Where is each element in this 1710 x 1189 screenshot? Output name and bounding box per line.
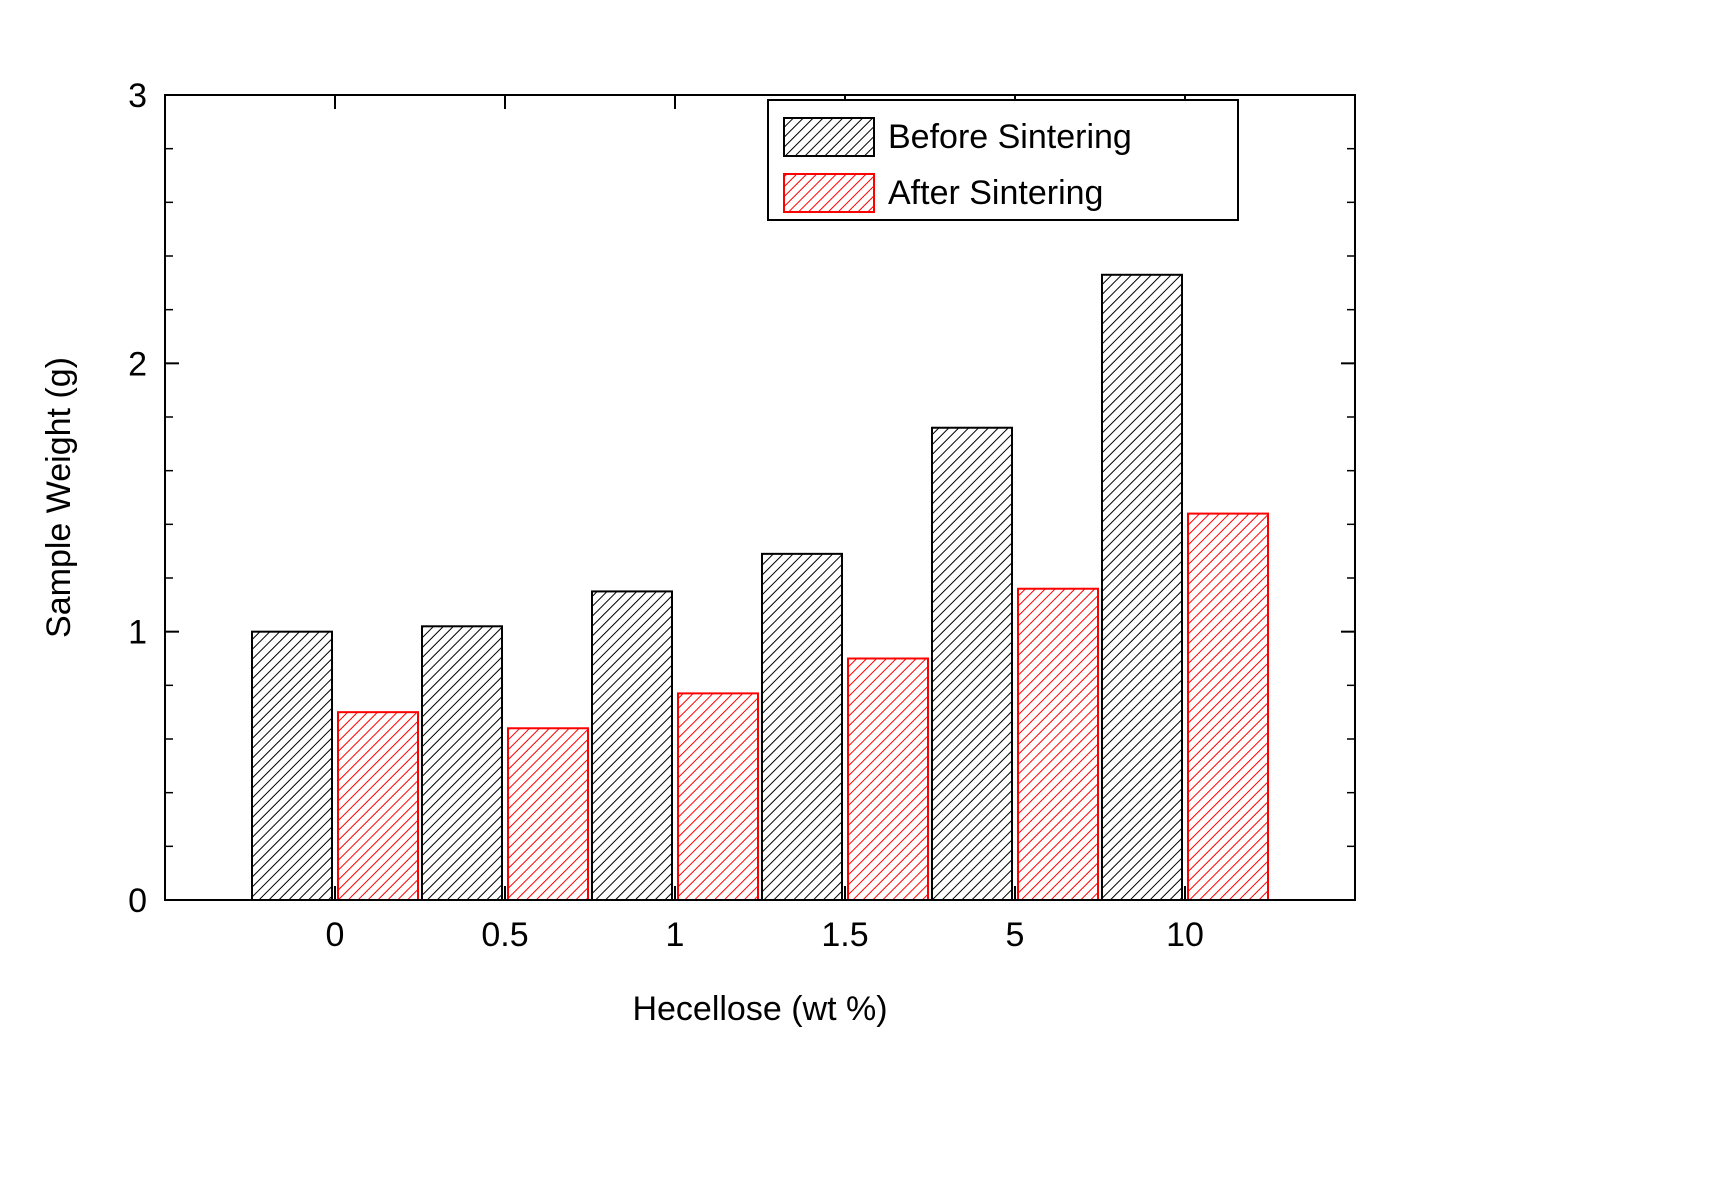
bar	[678, 693, 758, 900]
bar	[762, 554, 842, 900]
y-tick-label: 0	[128, 882, 147, 920]
legend-swatch	[784, 174, 874, 212]
legend-label: After Sintering	[888, 174, 1103, 212]
x-axis-label: Hecellose (wt %)	[632, 990, 887, 1028]
bar	[338, 712, 418, 900]
x-tick-label: 1.5	[821, 916, 868, 954]
x-tick-label: 5	[1006, 916, 1025, 954]
x-tick-label: 0.5	[481, 916, 528, 954]
chart-svg: 0 1 2 3 0 0.5 1 1.5 5 10 Sample Weight (g) Hecellos…	[0, 0, 1710, 1189]
chart-container: 0 1 2 3 0 0.5 1 1.5 5 10 Sample Weight (g) Hecellos…	[0, 0, 1710, 1189]
y-axis-label: Sample Weight (g)	[40, 357, 78, 638]
legend-swatch	[784, 118, 874, 156]
bar	[932, 428, 1012, 900]
bar	[1102, 275, 1182, 900]
bar	[848, 659, 928, 901]
bar	[422, 626, 502, 900]
bar	[1188, 514, 1268, 900]
x-tick-label: 10	[1166, 916, 1204, 954]
legend-label: Before Sintering	[888, 118, 1132, 156]
y-tick-label: 1	[128, 614, 147, 652]
bar	[508, 728, 588, 900]
y-tick-label: 3	[128, 77, 147, 115]
bar	[592, 591, 672, 900]
y-tick-label: 2	[128, 345, 147, 383]
bar	[1018, 589, 1098, 900]
x-tick-label: 1	[666, 916, 685, 954]
x-tick-label: 0	[326, 916, 345, 954]
bar	[252, 632, 332, 900]
